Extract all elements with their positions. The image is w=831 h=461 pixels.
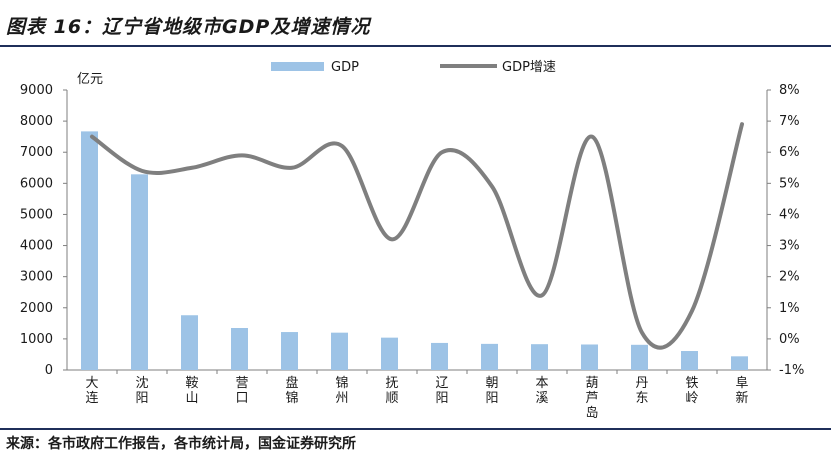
gdp-bar: [481, 343, 498, 370]
category-label: 盘锦: [285, 375, 298, 406]
category-label: 锦州: [335, 376, 348, 406]
category-label: 丹东: [635, 376, 648, 406]
right-tick-label: 8%: [779, 83, 800, 98]
gdp-bar: [681, 351, 698, 370]
category-label: 朝阳: [485, 376, 498, 406]
gdp-bar: [181, 315, 198, 370]
category-label: 抚顺: [385, 376, 398, 406]
left-tick-label: 5000: [20, 207, 53, 222]
left-tick-label: 8000: [20, 114, 53, 129]
left-tick-label: 3000: [20, 270, 53, 285]
left-tick-label: 9000: [20, 83, 53, 98]
gdp-bar: [431, 342, 448, 370]
gdp-bar: [531, 344, 548, 370]
gdp-bar: [131, 174, 148, 370]
gdp-bar: [81, 131, 98, 370]
left-tick-label: 1000: [20, 332, 53, 347]
left-tick-label: 0: [45, 363, 53, 378]
left-tick-label: 4000: [20, 239, 53, 254]
category-label: 葫芦岛: [585, 376, 598, 421]
right-tick-label: -1%: [779, 363, 804, 378]
category-label: 阜新: [735, 375, 748, 406]
right-tick-label: 3%: [779, 239, 800, 254]
gdp-chart: 0 1000 2000 3000 4000 5000 6000 7000 8000 9000 -1%…: [20, 60, 804, 421]
gdp-bar: [631, 344, 648, 370]
left-tick-label: 2000: [20, 301, 53, 316]
gdp-bar: [581, 344, 598, 370]
category-label: 辽阳: [435, 376, 448, 406]
right-tick-label: 4%: [779, 207, 800, 222]
legend-label-gdp: GDP: [331, 60, 359, 75]
gdp-bar: [731, 356, 748, 370]
category-label: 大连: [85, 376, 98, 406]
footer-rule: [0, 428, 831, 430]
category-label: 沈阳: [135, 376, 148, 406]
category-label: 营口: [235, 376, 248, 406]
category-label: 鞍山: [185, 375, 198, 406]
figure-caption: 图表 16：辽宁省地级市GDP及增速情况: [6, 16, 371, 38]
source-note: 来源：各市政府工作报告，各市统计局，国金证券研究所: [6, 436, 356, 452]
gdp-bar: [381, 337, 398, 370]
right-tick-label: 1%: [779, 301, 800, 316]
left-tick-label: 6000: [20, 176, 53, 191]
gdp-bar: [231, 328, 248, 370]
right-tick-label: 0%: [779, 332, 800, 347]
gdp-bar: [331, 332, 348, 370]
category-label: 铁岭: [685, 376, 698, 406]
right-tick-label: 2%: [779, 270, 800, 285]
right-tick-label: 5%: [779, 176, 800, 191]
right-tick-label: 7%: [779, 114, 800, 129]
gdp-growth-line: [90, 122, 744, 350]
legend-label-growth: GDP增速: [502, 60, 556, 75]
category-label: 本溪: [535, 376, 548, 406]
title-rule: [0, 45, 831, 47]
left-tick-label: 7000: [20, 145, 53, 160]
gdp-bar: [281, 332, 298, 370]
right-tick-label: 6%: [779, 145, 800, 160]
left-axis-unit: 亿元: [77, 72, 103, 87]
legend-swatch-gdp: [271, 62, 324, 71]
